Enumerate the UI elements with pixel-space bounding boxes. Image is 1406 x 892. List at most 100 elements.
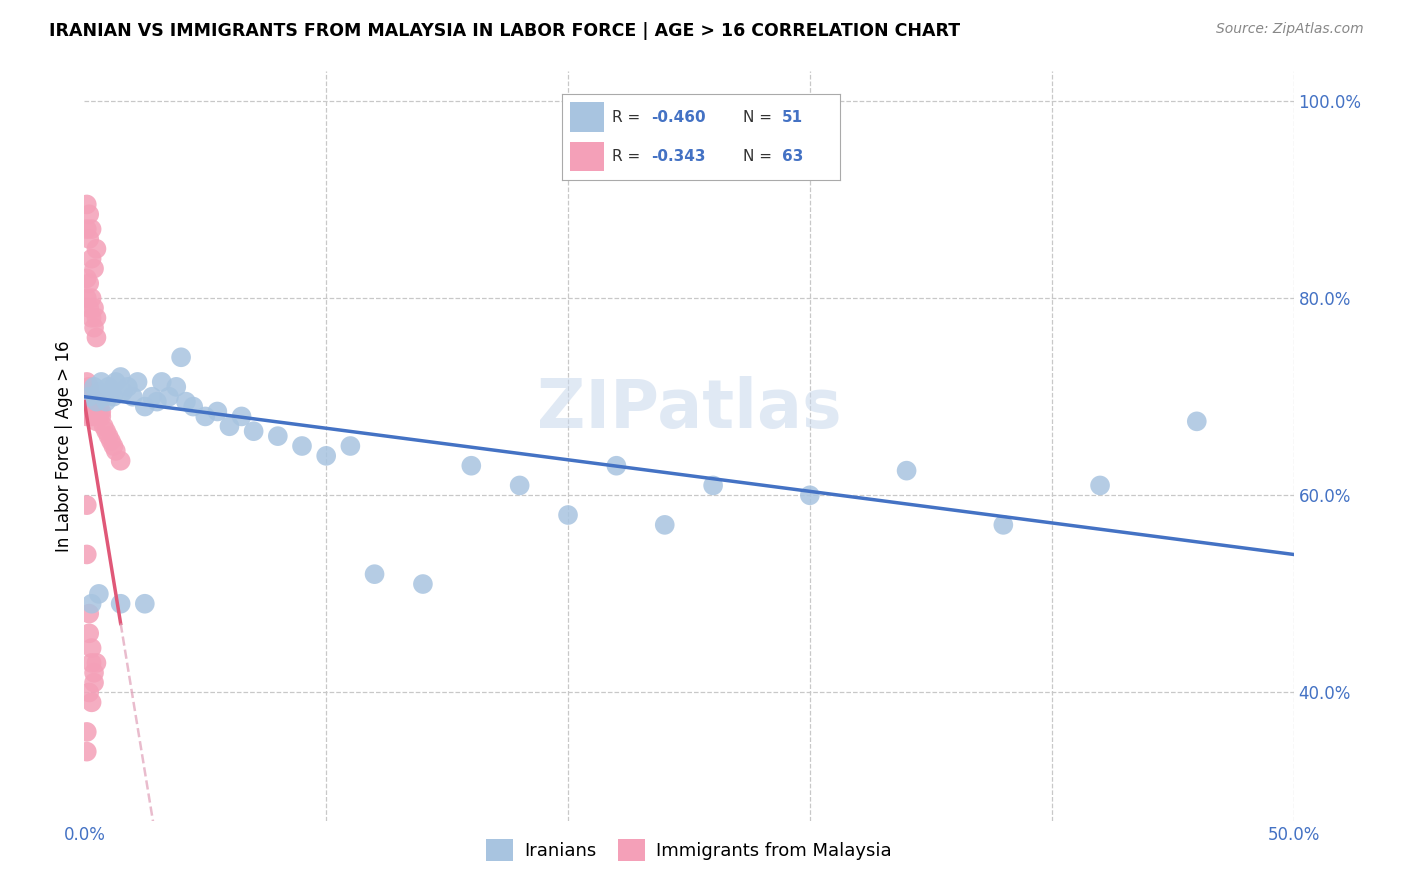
Point [76, 400, 98, 414]
Point [1088, 478, 1111, 492]
Point [93, 390, 115, 404]
Point [76, 384, 98, 399]
Point [97, 380, 120, 394]
Point [104, 444, 127, 458]
Text: ZIPatlas: ZIPatlas [537, 376, 841, 442]
Point [77, 232, 100, 246]
Point [76, 394, 98, 409]
Point [103, 390, 125, 404]
Point [83, 380, 105, 394]
Point [654, 517, 676, 532]
Point [170, 351, 193, 365]
Point [77, 301, 100, 315]
Point [77, 384, 100, 399]
Point [83, 261, 105, 276]
Point [87, 409, 110, 424]
Point [80, 252, 103, 266]
Point [80, 394, 103, 409]
Point [76, 725, 98, 739]
Point [80, 656, 103, 670]
Point [77, 277, 100, 291]
Point [157, 390, 180, 404]
Point [90, 404, 112, 418]
Point [86, 394, 108, 409]
Point [86, 242, 108, 256]
Point [94, 394, 117, 409]
Point [110, 370, 132, 384]
Point [412, 577, 434, 591]
Point [86, 414, 108, 428]
Legend: Iranians, Immigrants from Malaysia: Iranians, Immigrants from Malaysia [479, 831, 898, 868]
Point [121, 390, 143, 404]
Point [80, 404, 103, 418]
Point [127, 375, 149, 389]
Point [83, 320, 105, 334]
Point [97, 429, 120, 443]
Point [80, 641, 103, 656]
Point [194, 409, 217, 424]
Point [100, 384, 122, 399]
Point [80, 409, 103, 424]
Point [76, 548, 98, 562]
Point [80, 310, 103, 325]
Point [90, 409, 112, 424]
Point [76, 222, 98, 236]
Point [83, 400, 105, 414]
Point [112, 384, 135, 399]
Point [80, 695, 103, 709]
Point [80, 222, 103, 236]
Point [146, 394, 169, 409]
Point [110, 597, 132, 611]
Point [80, 390, 103, 404]
Point [267, 429, 290, 443]
Point [103, 439, 125, 453]
Point [117, 380, 139, 394]
Point [896, 464, 918, 478]
Point [76, 271, 98, 285]
Point [77, 390, 100, 404]
Point [77, 607, 100, 621]
Point [76, 409, 98, 424]
Point [76, 390, 98, 404]
Point [104, 375, 127, 389]
Point [77, 400, 100, 414]
Point [702, 478, 724, 492]
Y-axis label: In Labor Force | Age > 16: In Labor Force | Age > 16 [55, 340, 73, 552]
Point [87, 587, 110, 601]
Point [80, 291, 103, 305]
Point [218, 419, 240, 434]
Point [315, 449, 337, 463]
Point [134, 597, 156, 611]
Point [557, 508, 579, 522]
Point [76, 498, 98, 512]
Point [291, 439, 314, 453]
Point [799, 488, 821, 502]
Point [83, 675, 105, 690]
Point [87, 400, 110, 414]
Point [150, 375, 173, 389]
Point [83, 409, 105, 424]
Point [460, 458, 482, 473]
Point [207, 404, 229, 418]
Point [86, 310, 108, 325]
Point [86, 404, 108, 418]
Point [605, 458, 627, 473]
Point [242, 424, 264, 438]
Point [83, 394, 105, 409]
Point [231, 409, 253, 424]
Point [76, 375, 98, 389]
Point [76, 197, 98, 211]
Point [509, 478, 531, 492]
Point [86, 394, 108, 409]
Point [90, 375, 112, 389]
Point [181, 400, 204, 414]
Point [94, 424, 117, 438]
Point [77, 390, 100, 404]
Point [77, 685, 100, 699]
Point [363, 567, 385, 582]
Point [141, 390, 163, 404]
Point [134, 400, 156, 414]
Point [77, 394, 100, 409]
Point [174, 394, 197, 409]
Point [77, 626, 100, 640]
